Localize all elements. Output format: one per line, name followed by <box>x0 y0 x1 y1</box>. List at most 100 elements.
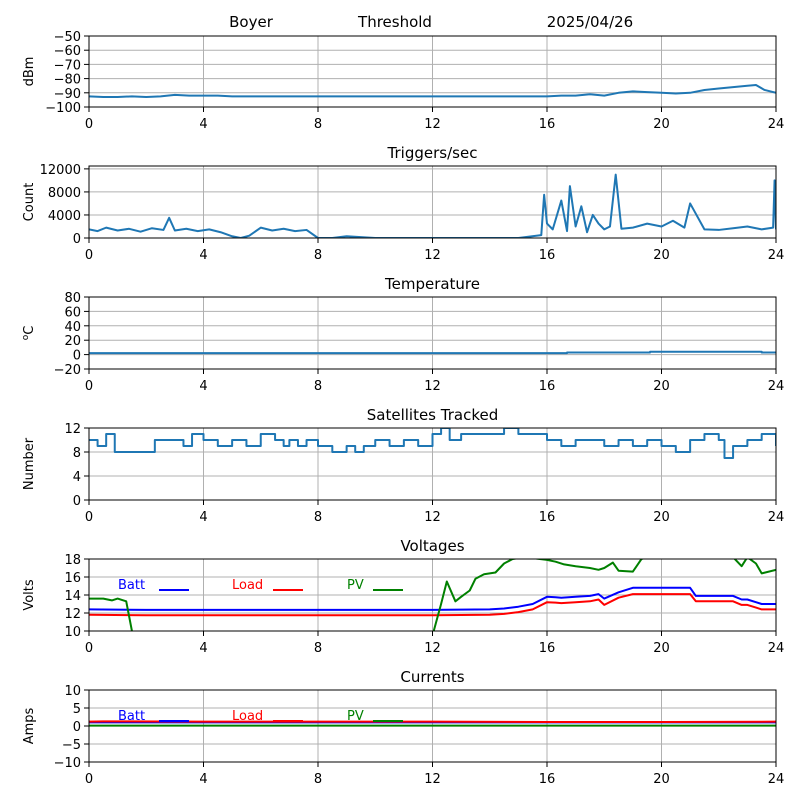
series-line <box>89 428 776 459</box>
series-line-load <box>89 593 776 617</box>
y-tick-label: 0 <box>73 349 81 364</box>
panel-satellites: 0 4 8 12 16 20 24 0 4 8 12 Satellites Tracked Number <box>22 406 784 525</box>
x-tick-label: 20 <box>653 117 670 132</box>
x-tick-label: 24 <box>768 510 785 525</box>
series-line <box>89 350 776 355</box>
panel-title: Satellites Tracked <box>367 406 498 424</box>
series-group <box>89 428 776 459</box>
panel-currents: 0 4 8 12 16 20 24 −10 −5 0 5 10 Currents Amps Batt Load… <box>22 668 784 787</box>
x-tick-label: 4 <box>199 117 207 132</box>
y-tick-label: 4000 <box>48 209 81 224</box>
series-group <box>89 559 776 631</box>
y-tick-label: 4 <box>73 470 81 485</box>
panel-title: Voltages <box>400 537 464 555</box>
y-tick-label: 60 <box>64 305 81 320</box>
y-tick-label: −100 <box>45 101 81 116</box>
panel-title: Temperature <box>384 275 480 293</box>
x-tick-label: 24 <box>768 379 785 394</box>
x-tick-label: 16 <box>539 379 556 394</box>
x-tick-label: 0 <box>85 248 93 263</box>
y-tick-label: −50 <box>54 30 81 45</box>
x-tick-label: 16 <box>539 248 556 263</box>
y-tick-label: 10 <box>64 684 81 699</box>
y-tick-label: −90 <box>54 87 81 102</box>
y-tick-label: 12000 <box>40 163 81 178</box>
y-tick-label: −80 <box>54 73 81 88</box>
x-tick-label: 20 <box>653 510 670 525</box>
panel-title: Triggers/sec <box>387 144 478 162</box>
figure-header: Boyer Threshold 2025/04/26 <box>229 13 633 31</box>
y-tick-label: 5 <box>73 702 81 717</box>
panel-threshold: 0 4 8 12 16 20 24 −100−90−80−70−60−50 dBm <box>22 30 784 132</box>
x-tick-label: 8 <box>314 641 322 656</box>
y-tick-label: 40 <box>64 320 81 335</box>
y-axis-label: Count <box>22 183 37 222</box>
legend-label-load: Load <box>232 709 263 724</box>
y-axis-label: Amps <box>22 707 37 744</box>
y-tick-label: −70 <box>54 58 81 73</box>
x-tick-label: 20 <box>653 772 670 787</box>
y-axis-label: oC <box>21 326 37 341</box>
panel-voltages: 0 4 8 12 16 20 24 10 12 14 16 18 Voltages Volts Batt Lo… <box>22 537 784 656</box>
x-tick-label: 12 <box>424 248 441 263</box>
x-tick-label: 4 <box>199 641 207 656</box>
x-tick-label: 20 <box>653 379 670 394</box>
legend-label-batt: Batt <box>118 578 145 593</box>
date-label: 2025/04/26 <box>547 13 633 31</box>
y-tick-label: 0 <box>73 720 81 735</box>
y-tick-label: 18 <box>64 553 81 568</box>
x-tick-label: 0 <box>85 641 93 656</box>
y-tick-label: 8 <box>73 446 81 461</box>
x-tick-label: 8 <box>314 117 322 132</box>
series-group <box>89 350 776 355</box>
x-tick-label: 12 <box>424 117 441 132</box>
x-tick-label: 8 <box>314 248 322 263</box>
y-axis-label: Number <box>22 437 37 490</box>
x-tick-label: 12 <box>424 641 441 656</box>
y-tick-label: 0 <box>73 494 81 509</box>
y-tick-label: 12 <box>64 422 81 437</box>
y-tick-label: −20 <box>54 363 81 378</box>
x-tick-label: 16 <box>539 772 556 787</box>
x-tick-label: 20 <box>653 248 670 263</box>
y-axis-label: dBm <box>22 57 37 87</box>
x-tick-label: 24 <box>768 248 785 263</box>
series-group <box>89 83 776 99</box>
x-tick-label: 20 <box>653 641 670 656</box>
x-tick-label: 0 <box>85 117 93 132</box>
y-tick-label: 14 <box>64 589 81 604</box>
x-tick-label: 0 <box>85 510 93 525</box>
x-tick-label: 0 <box>85 772 93 787</box>
x-tick-label: 8 <box>314 379 322 394</box>
y-axis-label: Volts <box>22 579 37 611</box>
y-tick-label: −60 <box>54 44 81 59</box>
x-tick-label: 24 <box>768 117 785 132</box>
y-tick-label: 80 <box>64 291 81 306</box>
station-name: Boyer <box>229 13 274 31</box>
panel-title: Currents <box>400 668 464 686</box>
y-tick-label: 16 <box>64 571 81 586</box>
y-tick-label: 0 <box>73 232 81 247</box>
x-tick-label: 4 <box>199 510 207 525</box>
x-tick-label: 4 <box>199 379 207 394</box>
series-line-load <box>89 720 776 724</box>
x-tick-label: 16 <box>539 641 556 656</box>
y-tick-label: −5 <box>62 738 81 753</box>
series-line <box>89 173 776 238</box>
legend-label-pv: PV <box>347 578 364 593</box>
y-tick-label: 12 <box>64 607 81 622</box>
x-tick-label: 0 <box>85 379 93 394</box>
series-group <box>89 173 776 238</box>
legend-label-batt: Batt <box>118 709 145 724</box>
legend-label-pv: PV <box>347 709 364 724</box>
y-tick-label: −10 <box>54 756 81 771</box>
x-tick-label: 24 <box>768 641 785 656</box>
mode-label: Threshold <box>357 13 432 31</box>
y-tick-label: 10 <box>64 625 81 640</box>
series-line-batt <box>89 586 776 611</box>
x-tick-label: 12 <box>424 510 441 525</box>
x-tick-label: 8 <box>314 772 322 787</box>
x-tick-label: 4 <box>199 248 207 263</box>
